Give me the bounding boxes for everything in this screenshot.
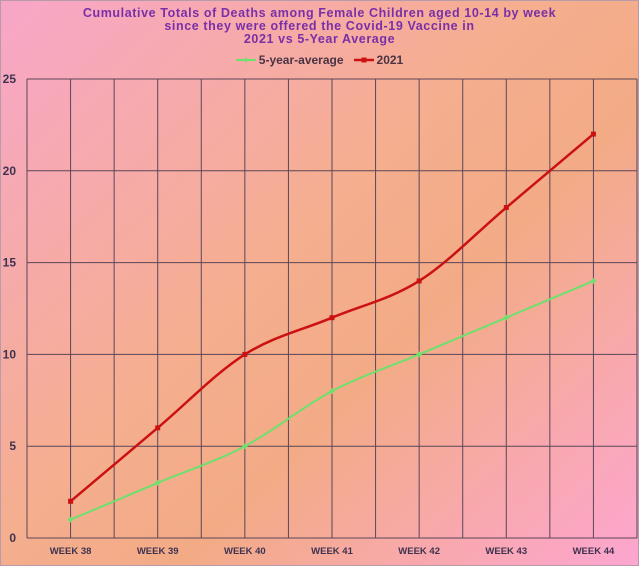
x-tick-label: WEEK 44 (573, 546, 615, 557)
data-point-5-year-average (329, 388, 335, 395)
legend-swatch-2021 (353, 57, 374, 63)
y-tick-label: 15 (3, 256, 17, 270)
y-tick-label: 5 (9, 439, 16, 453)
data-point-2021 (329, 315, 335, 321)
data-point-2021 (590, 131, 596, 137)
legend-item-5-year-average: 5-year-average (235, 53, 344, 67)
data-point-5-year-average (590, 277, 597, 284)
x-tick-label: WEEK 42 (398, 546, 440, 557)
x-tick-label: WEEK 39 (137, 546, 179, 557)
data-point-2021 (503, 205, 509, 211)
legend-label-2021: 2021 (376, 53, 404, 67)
y-tick-label: 0 (9, 531, 16, 545)
x-tick-label: WEEK 41 (311, 546, 353, 557)
chart-title-line-2: since they were offered the Covid-19 Vac… (164, 19, 475, 33)
data-point-2021 (155, 425, 161, 431)
legend-label-5-year-average: 5-year-average (258, 53, 344, 67)
legend-swatch-5-year-average (235, 57, 256, 63)
x-tick-label: WEEK 43 (485, 546, 527, 557)
legend-item-2021: 2021 (353, 53, 404, 67)
chart-title-line-1: Cumulative Totals of Deaths among Female… (82, 6, 557, 20)
y-tick-label: 25 (3, 72, 17, 86)
data-point-2021 (242, 351, 248, 357)
x-tick-label: WEEK 38 (50, 546, 92, 557)
data-point-5-year-average (241, 443, 248, 450)
x-tick-label: WEEK 40 (224, 546, 266, 557)
data-point-5-year-average (67, 516, 74, 523)
data-point-2021 (68, 498, 74, 504)
y-tick-label: 10 (3, 347, 17, 361)
data-point-5-year-average (416, 351, 423, 358)
chart-title-line-3: 2021 vs 5-Year Average (243, 32, 396, 46)
chart-legend: 5-year-average 2021 (0, 53, 639, 67)
data-point-2021 (416, 278, 422, 284)
data-point-5-year-average (154, 479, 161, 486)
data-point-5-year-average (503, 314, 510, 321)
y-tick-label: 20 (3, 164, 17, 178)
